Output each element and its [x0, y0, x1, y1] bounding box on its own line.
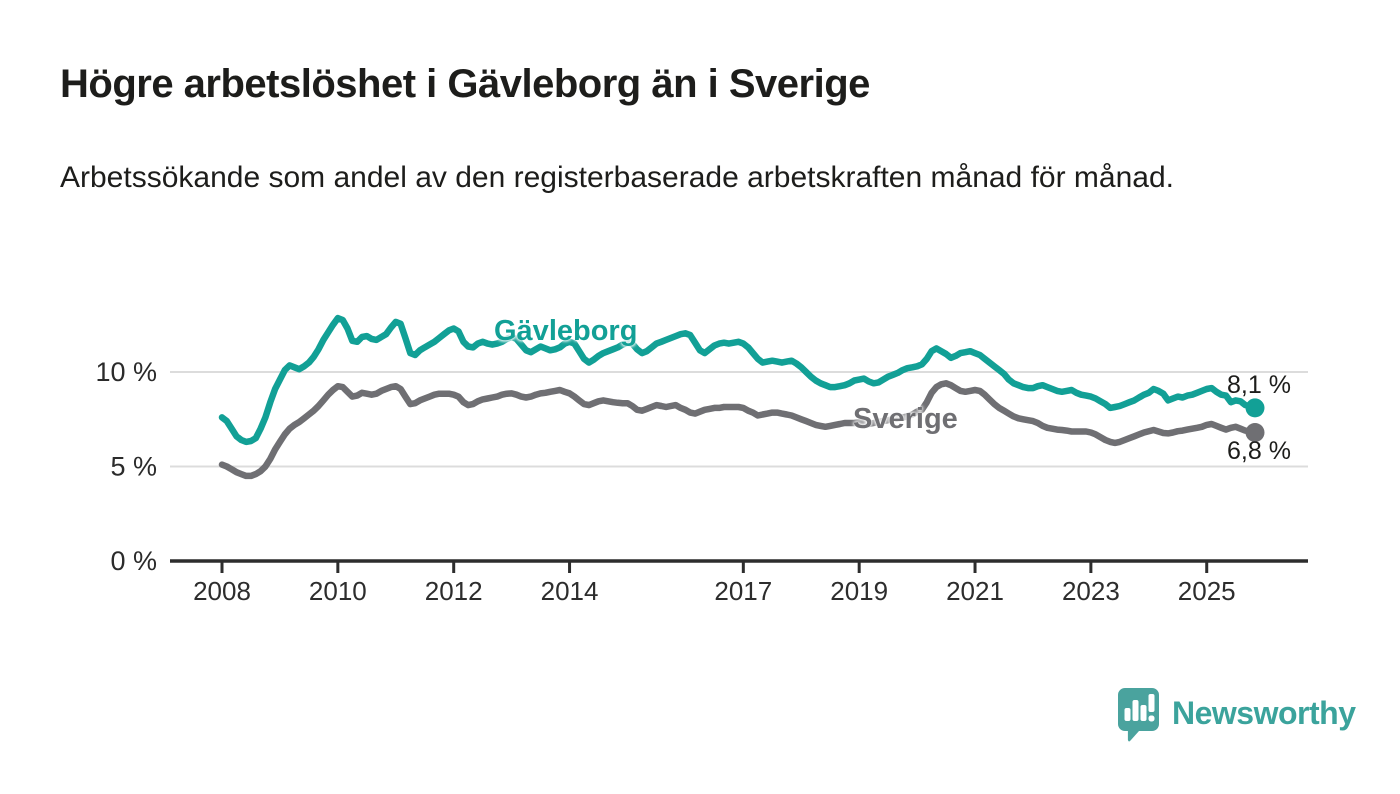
logo-bar-2: [1132, 700, 1139, 721]
newsworthy-logo: Newsworthy: [1115, 685, 1356, 742]
logo-bar-1: [1124, 708, 1131, 721]
sverige-end-dot: [1245, 422, 1265, 442]
newsworthy-logo-icon: [1118, 688, 1159, 742]
x-tick-label: 2023: [1062, 576, 1120, 606]
sverige-line: [218, 380, 1259, 480]
logo-exclamation-dot: [1148, 715, 1155, 722]
x-tick-label: 2021: [946, 576, 1004, 606]
series-label-sverige: Sverige: [853, 403, 958, 435]
series-label-gavleborg: Gävleborg: [494, 315, 638, 347]
end-value-gavleborg: 8,1 %: [1227, 371, 1291, 399]
chart-subtitle: Arbetssökande som andel av den registerb…: [60, 161, 1174, 194]
x-tick-label: 2010: [309, 576, 367, 606]
x-tick-label: 2014: [541, 576, 599, 606]
x-tick-label: 2017: [714, 576, 772, 606]
gävleborg-line: [218, 314, 1259, 446]
y-tick-label: 0 %: [110, 546, 157, 576]
logo-bar-3: [1140, 705, 1147, 721]
gävleborg-end-dot: [1245, 398, 1265, 418]
x-tick-label: 2025: [1178, 576, 1236, 606]
end-value-sverige: 6,8 %: [1227, 437, 1291, 465]
x-tick-label: 2012: [425, 576, 483, 606]
x-tick-label: 2008: [193, 576, 251, 606]
x-tick-label: 2019: [830, 576, 888, 606]
logo-exclamation-bar: [1148, 694, 1155, 712]
newsworthy-logo-text: Newsworthy: [1172, 695, 1356, 731]
y-tick-label: 5 %: [110, 452, 157, 482]
y-tick-label: 10 %: [95, 357, 157, 387]
page-title: Högre arbetslöshet i Gävleborg än i Sver…: [60, 62, 870, 106]
